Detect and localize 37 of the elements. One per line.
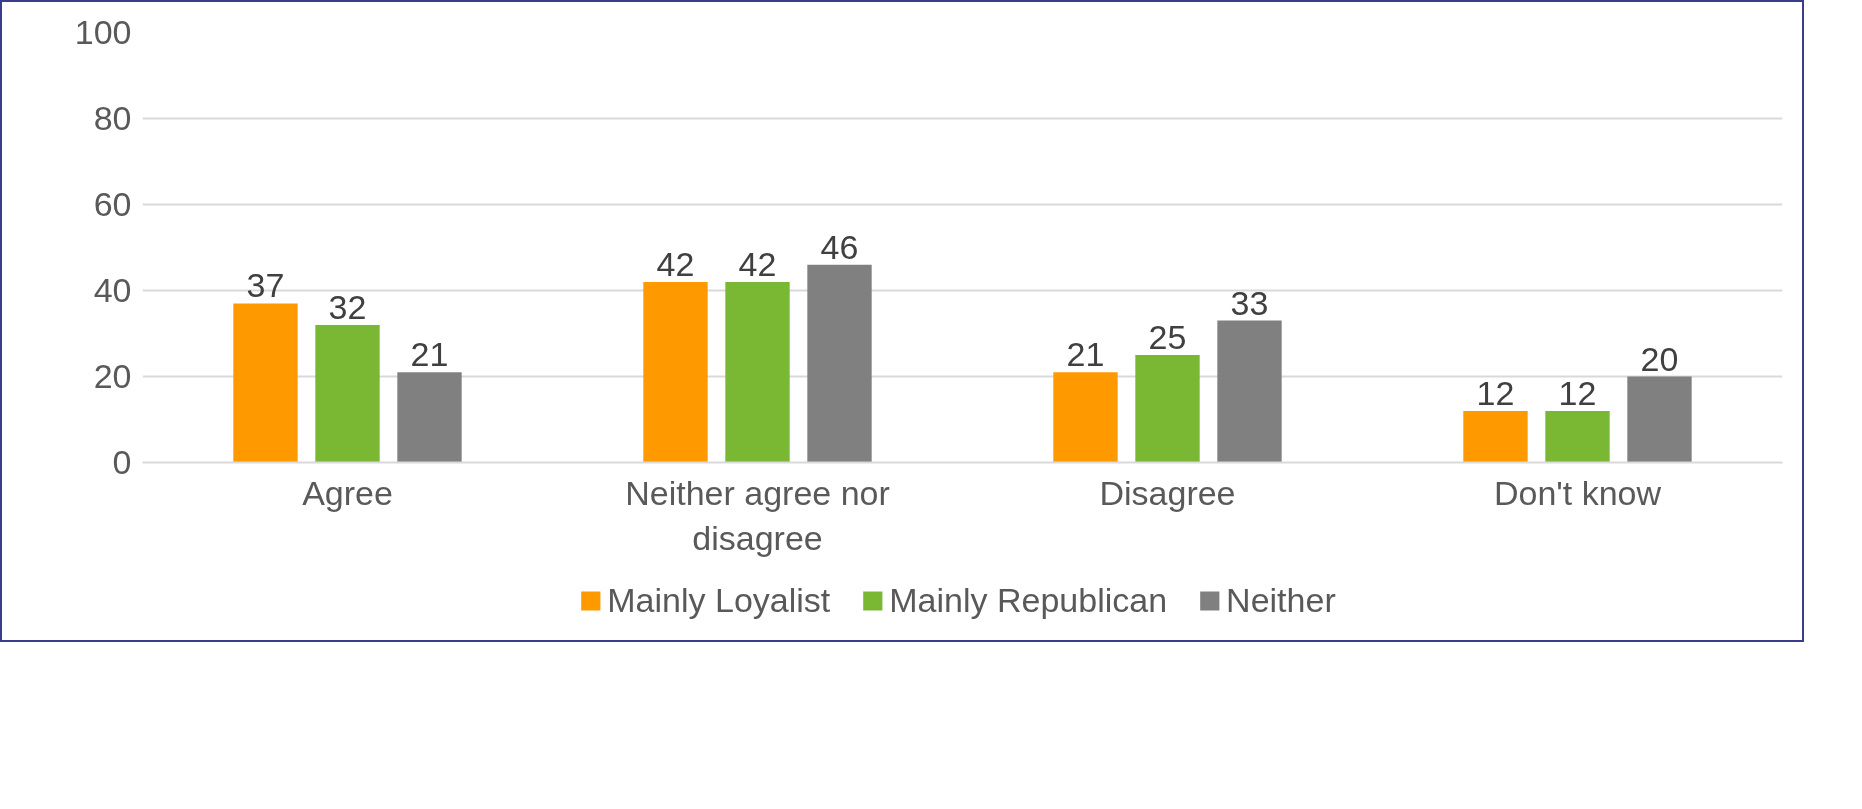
x-tick-label: Don't know (1493, 473, 1662, 512)
data-label: 21 (410, 335, 449, 374)
bar (1545, 410, 1610, 463)
data-label: 20 (1640, 339, 1679, 378)
bar (1135, 355, 1200, 463)
data-label: 46 (820, 227, 859, 266)
data-label: 12 (1558, 373, 1597, 412)
bar (1627, 376, 1692, 463)
bar (725, 281, 790, 463)
data-label: 21 (1066, 335, 1105, 374)
x-tick-label: Neither agree nor disagree (625, 473, 890, 558)
data-label: 33 (1230, 283, 1269, 322)
legend-label: Neither (1226, 580, 1336, 620)
data-label: 12 (1476, 373, 1515, 412)
y-tick-label: 80 (93, 99, 132, 137)
x-tick-label: Disagree (1099, 473, 1236, 512)
bar (1053, 372, 1118, 463)
data-label: 32 (328, 287, 367, 326)
x-tick-label: Agree (302, 473, 393, 512)
bar (643, 281, 708, 463)
bar (397, 372, 462, 463)
data-label: 42 (656, 244, 695, 283)
y-tick-label: 0 (112, 443, 132, 481)
y-tick-label: 20 (93, 357, 132, 395)
data-label: 25 (1148, 318, 1187, 356)
bar (1217, 320, 1282, 463)
bar (233, 303, 298, 463)
y-tick-label: 40 (93, 271, 132, 309)
y-tick-label: 100 (74, 13, 132, 51)
data-label: 42 (738, 244, 777, 283)
legend-label: Mainly Republican (889, 580, 1168, 620)
y-tick-label: 60 (93, 185, 132, 223)
bar (315, 324, 380, 463)
legend-label: Mainly Loyalist (607, 580, 831, 620)
bar (1463, 410, 1528, 463)
data-label: 37 (246, 266, 285, 305)
bar (807, 264, 872, 463)
